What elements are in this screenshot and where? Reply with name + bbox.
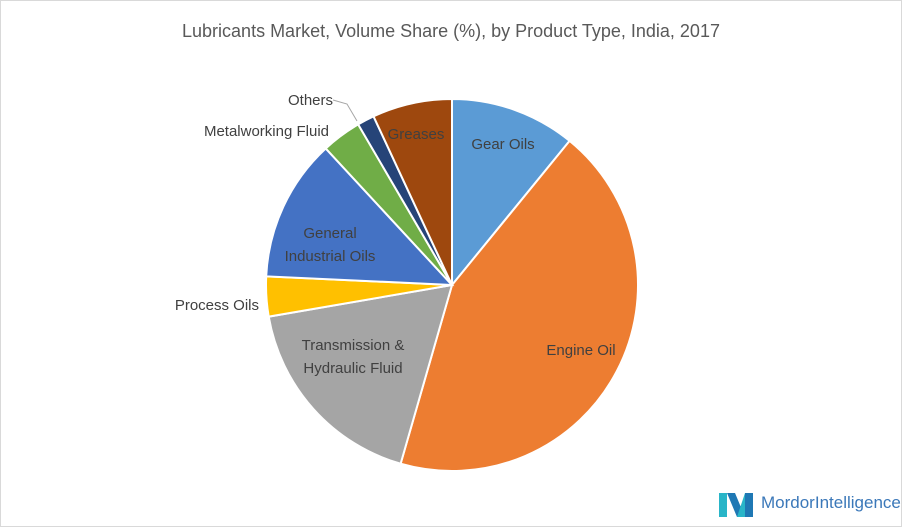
- label-process-oils: Process Oils: [175, 297, 259, 314]
- pie-labels: Gear Oils Engine Oil Transmission & Hydr…: [175, 92, 616, 377]
- logo-word-2: Intelligence: [814, 493, 901, 512]
- label-gear-oils: Gear Oils: [471, 136, 534, 153]
- pie-slices: [265, 97, 639, 472]
- others-leader-line: [332, 99, 358, 122]
- mordor-logo-icon: [719, 493, 753, 517]
- label-general-line2: Industrial Oils: [285, 248, 376, 265]
- pie-slice-transmission-hydraulic-fluid: [267, 283, 454, 465]
- leader-lines: [332, 99, 358, 122]
- label-greases: Greases: [388, 126, 445, 143]
- label-others: Others: [288, 92, 333, 109]
- label-general-line1: General: [303, 225, 356, 242]
- label-metalworking-fluid: Metalworking Fluid: [204, 123, 329, 140]
- pie-slice-general-industrial-oils: [265, 147, 455, 287]
- logo-word-1: Mordor: [761, 493, 815, 512]
- label-engine-oil: Engine Oil: [546, 342, 615, 359]
- pie-slice-gear-oils: [451, 97, 571, 288]
- label-transmission-line1: Transmission &: [302, 337, 405, 354]
- pie-slice-engine-oil: [399, 139, 639, 472]
- label-transmission-line2: Hydraulic Fluid: [303, 360, 402, 377]
- mordor-logo-text: MordorIntelligence: [761, 493, 901, 513]
- pie-slice-greases: [372, 97, 453, 286]
- chart-title: Lubricants Market, Volume Share (%), by …: [182, 21, 720, 41]
